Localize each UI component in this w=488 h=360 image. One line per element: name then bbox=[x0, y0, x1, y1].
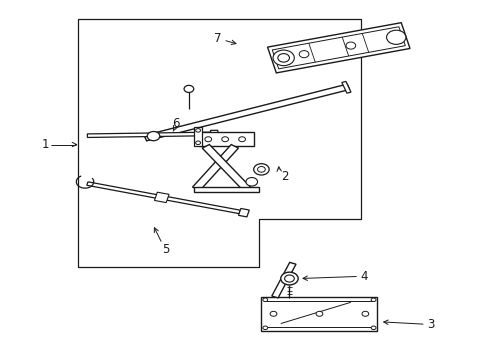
Circle shape bbox=[257, 167, 265, 172]
Circle shape bbox=[245, 177, 257, 186]
Text: 4: 4 bbox=[360, 270, 367, 283]
Circle shape bbox=[147, 131, 160, 141]
Polygon shape bbox=[267, 23, 409, 73]
Polygon shape bbox=[193, 127, 202, 146]
Circle shape bbox=[386, 30, 405, 44]
Circle shape bbox=[299, 51, 308, 58]
Polygon shape bbox=[261, 297, 377, 330]
Polygon shape bbox=[193, 187, 259, 192]
Text: 1: 1 bbox=[41, 138, 49, 151]
Circle shape bbox=[195, 141, 200, 145]
Circle shape bbox=[284, 275, 294, 282]
Polygon shape bbox=[154, 192, 169, 203]
Circle shape bbox=[272, 50, 294, 66]
Polygon shape bbox=[238, 208, 249, 217]
Circle shape bbox=[238, 137, 245, 142]
Polygon shape bbox=[144, 84, 349, 141]
Circle shape bbox=[195, 129, 200, 132]
Circle shape bbox=[370, 326, 375, 329]
Circle shape bbox=[204, 137, 211, 142]
Circle shape bbox=[315, 311, 322, 316]
Polygon shape bbox=[87, 132, 210, 138]
Text: 3: 3 bbox=[427, 318, 434, 331]
Polygon shape bbox=[272, 27, 405, 69]
Text: 5: 5 bbox=[162, 243, 169, 256]
Polygon shape bbox=[210, 130, 218, 138]
Circle shape bbox=[253, 164, 268, 175]
Polygon shape bbox=[198, 132, 254, 146]
Polygon shape bbox=[202, 144, 250, 191]
Text: 6: 6 bbox=[172, 117, 179, 130]
Polygon shape bbox=[192, 145, 238, 191]
Circle shape bbox=[361, 311, 368, 316]
Circle shape bbox=[269, 311, 276, 316]
Circle shape bbox=[346, 42, 355, 49]
Polygon shape bbox=[341, 81, 350, 93]
Circle shape bbox=[280, 272, 298, 285]
Text: 7: 7 bbox=[213, 32, 221, 45]
Circle shape bbox=[263, 326, 267, 329]
Polygon shape bbox=[86, 182, 240, 213]
Text: 2: 2 bbox=[280, 170, 287, 183]
Circle shape bbox=[183, 85, 193, 93]
Circle shape bbox=[222, 137, 228, 142]
Polygon shape bbox=[271, 262, 295, 298]
Circle shape bbox=[263, 298, 267, 302]
Circle shape bbox=[277, 54, 289, 62]
Circle shape bbox=[370, 298, 375, 302]
